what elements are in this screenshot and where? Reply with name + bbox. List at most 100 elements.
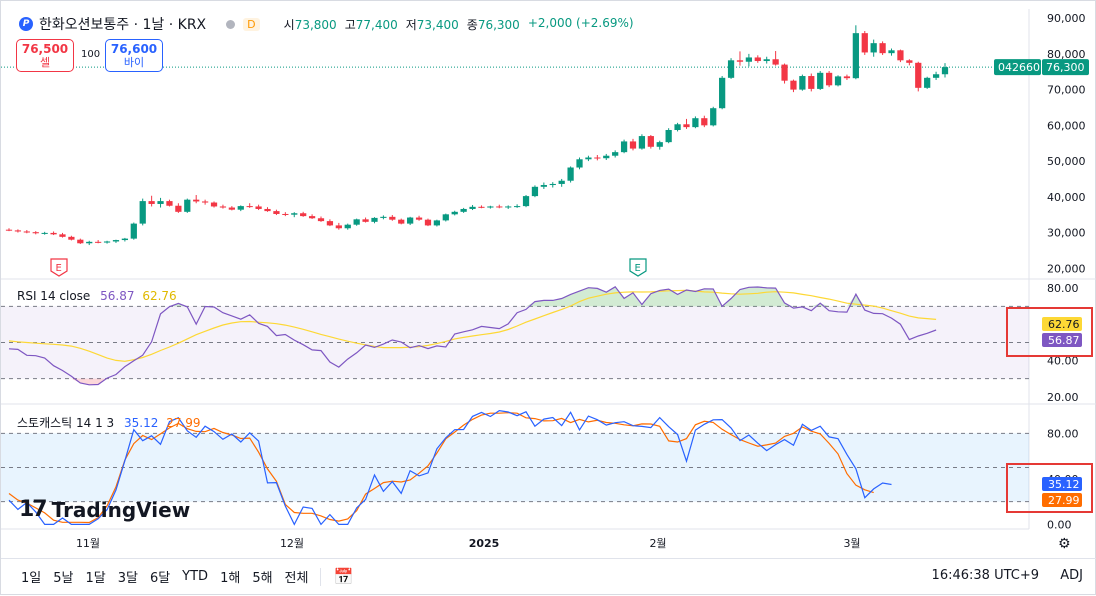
close-value: 76,300 bbox=[477, 17, 520, 32]
candle-body bbox=[834, 76, 842, 86]
timeframe-7[interactable]: 5해 bbox=[252, 571, 273, 586]
stoch-k-value: 35.12 bbox=[124, 416, 159, 430]
change-value: +2,000 (+2.69%) bbox=[527, 15, 634, 30]
candle-body bbox=[585, 157, 592, 160]
candle-body bbox=[754, 57, 761, 62]
candle-body bbox=[817, 72, 824, 89]
candle-body bbox=[246, 206, 253, 208]
time-axis-label: 2025 bbox=[469, 537, 500, 550]
symbol-title[interactable]: 한화오션보통주 · 1날 · KRX bbox=[39, 17, 207, 33]
candle-body bbox=[282, 213, 289, 215]
symbol-logo[interactable]: P bbox=[19, 17, 33, 31]
open-value: 73,800 bbox=[294, 17, 337, 32]
bottom-toolbar: 1일 5날 1달 3달 6달 YTD 1해 5해 전체 📅 16:46:38 UTC+9 ADJ bbox=[1, 558, 1096, 594]
timeframe-2[interactable]: 1달 bbox=[85, 571, 106, 586]
candle-body bbox=[86, 241, 93, 244]
candle-body bbox=[888, 50, 895, 54]
rsi-ma-line bbox=[8, 289, 937, 362]
time-axis-label: 11월 bbox=[76, 537, 100, 550]
candle-body bbox=[906, 60, 913, 63]
price-tick-label: 40,000 bbox=[1047, 191, 1086, 204]
stoch-legend[interactable]: 스토캐스틱 14 1 3 35.12 27.99 bbox=[17, 414, 201, 431]
candle-body bbox=[745, 57, 753, 62]
candle-body bbox=[772, 59, 779, 65]
rsi-value: 56.87 bbox=[100, 289, 135, 303]
candle-body bbox=[300, 213, 307, 217]
timeframe-4[interactable]: 6달 bbox=[149, 571, 171, 586]
candle-body bbox=[567, 167, 574, 181]
earnings-marker-0[interactable] bbox=[50, 258, 68, 277]
price-tick-label: 30,000 bbox=[1047, 227, 1086, 240]
buy-button[interactable]: 76,600 바이 bbox=[105, 39, 163, 72]
calendar-icon[interactable]: 📅 bbox=[333, 567, 354, 586]
clock-display[interactable]: 16:46:38 UTC+9 bbox=[931, 568, 1039, 583]
close-label: 종 bbox=[466, 17, 478, 32]
candle-body bbox=[237, 206, 244, 210]
ohlc-values: 시73,800 고77,400 저73,400 종76,300 +2,000 (… bbox=[284, 16, 634, 33]
rsi-highlight-box bbox=[1006, 307, 1093, 357]
candle-body bbox=[505, 206, 512, 208]
candle-body bbox=[629, 141, 637, 149]
timeframe-6[interactable]: 1해 bbox=[220, 571, 241, 586]
adj-toggle[interactable]: ADJ bbox=[1060, 568, 1083, 583]
rsi-oversold-fill bbox=[9, 378, 945, 385]
candle-body bbox=[41, 232, 48, 234]
candle-body bbox=[736, 60, 744, 62]
candle-body bbox=[442, 214, 449, 221]
candle-body bbox=[398, 219, 405, 224]
candle-body bbox=[674, 124, 681, 130]
timeframe-3[interactable]: 3달 bbox=[117, 571, 138, 586]
candle-body bbox=[139, 201, 146, 224]
candle-body bbox=[683, 124, 690, 128]
tradingview-logo[interactable]: 17 TradingView bbox=[19, 497, 190, 522]
time-axis-label: 2월 bbox=[649, 537, 666, 550]
sell-button[interactable]: 76,500 셀 bbox=[16, 39, 74, 72]
candle-body bbox=[415, 217, 423, 220]
candle-body bbox=[924, 77, 931, 88]
candle-body bbox=[469, 206, 476, 209]
price-tick-label: 80,000 bbox=[1047, 48, 1086, 61]
candle-body bbox=[210, 202, 218, 207]
candle-body bbox=[941, 67, 949, 75]
time-axis-label: 3월 bbox=[843, 537, 860, 550]
candle-body bbox=[308, 216, 316, 219]
candle-body bbox=[781, 64, 788, 81]
timeframe-8[interactable]: 전체 bbox=[284, 571, 309, 586]
spread-value: 100 bbox=[81, 49, 101, 60]
candle-body bbox=[932, 74, 940, 78]
candle-body bbox=[656, 142, 663, 147]
rsi-legend[interactable]: RSI 14 close 56.87 62.76 bbox=[17, 289, 177, 303]
candle-body bbox=[228, 207, 235, 210]
candle-body bbox=[103, 241, 111, 243]
candle-body bbox=[915, 62, 922, 88]
delay-badge[interactable]: D bbox=[243, 17, 260, 31]
price-tick-label: 70,000 bbox=[1047, 84, 1086, 97]
time-axis-label: 12월 bbox=[280, 537, 304, 550]
sell-label: 셀 bbox=[39, 56, 51, 69]
timeframe-0[interactable]: 1일 bbox=[21, 571, 42, 586]
stoch-d-value: 27.99 bbox=[166, 416, 201, 430]
earnings-marker-1[interactable] bbox=[629, 258, 647, 277]
candle-body bbox=[264, 208, 271, 212]
candle-body bbox=[32, 232, 39, 234]
stoch-d-tag-label: 27.99 bbox=[1048, 494, 1080, 507]
price-tick-label: 90,000 bbox=[1047, 12, 1086, 25]
candle-body bbox=[371, 217, 378, 222]
stoch-k-tag bbox=[1042, 477, 1082, 491]
candle-body bbox=[790, 80, 797, 90]
symbol-header: P 한화오션보통주 · 1날 · KRX D 시73,800 고77,400 저… bbox=[19, 14, 634, 34]
rsi-ma-tag bbox=[1042, 317, 1082, 331]
candle-body bbox=[799, 76, 806, 90]
stoch-d-tag bbox=[1042, 493, 1082, 507]
candle-body bbox=[478, 206, 485, 208]
stoch-d-line bbox=[8, 412, 874, 524]
stoch-k-tag-label: 35.12 bbox=[1048, 478, 1080, 491]
candle-body bbox=[317, 218, 325, 222]
timeframe-5[interactable]: YTD bbox=[182, 569, 209, 584]
sell-price: 76,500 bbox=[21, 42, 69, 56]
candle-body bbox=[130, 223, 137, 239]
earnings-marker-label: E bbox=[635, 263, 641, 274]
timeframe-1[interactable]: 5날 bbox=[53, 571, 74, 586]
settings-gear-icon[interactable]: ⚙ bbox=[1058, 536, 1071, 552]
